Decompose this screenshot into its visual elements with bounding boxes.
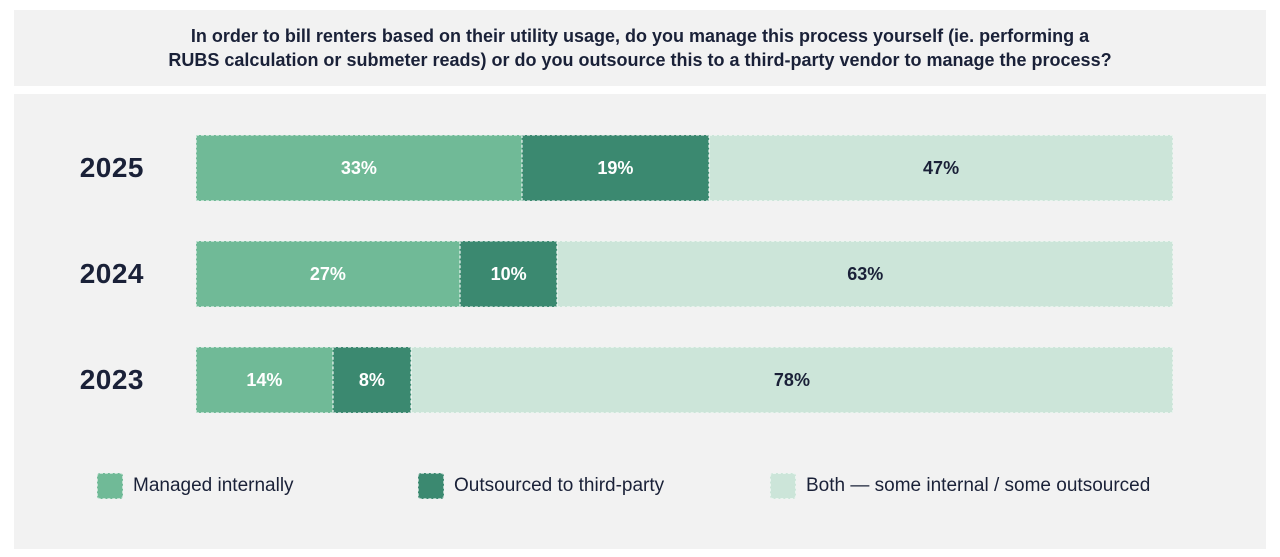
- bar-segment: 33%: [196, 135, 522, 201]
- bar-row: 2025 33% 19% 47%: [14, 135, 1173, 201]
- bar-segment: 19%: [521, 135, 710, 201]
- legend-swatch-icon: [770, 473, 796, 499]
- legend-swatch-icon: [97, 473, 123, 499]
- chart-panel: 2025 33% 19% 47% 2024 27% 10% 63% 2023 14% 8% 78% M…: [14, 94, 1266, 549]
- bar-segment: 14%: [196, 347, 333, 413]
- bar-segment: 8%: [332, 347, 411, 413]
- segment-value-label: 63%: [847, 263, 884, 284]
- legend-label: Managed internally: [133, 475, 294, 496]
- legend-item: Outsourced to third-party: [418, 473, 664, 499]
- stacked-bar: 27% 10% 63%: [196, 241, 1173, 307]
- bar-segment: 63%: [557, 241, 1173, 307]
- segment-value-label: 19%: [597, 157, 634, 178]
- stacked-bar: 33% 19% 47%: [196, 135, 1173, 201]
- legend-swatch-icon: [418, 473, 444, 499]
- bar-row: 2024 27% 10% 63%: [14, 241, 1173, 307]
- segment-value-label: 8%: [358, 369, 385, 390]
- bar-segment: 47%: [709, 135, 1173, 201]
- stacked-bar-chart: 2025 33% 19% 47% 2024 27% 10% 63% 2023 14% 8% 78%: [14, 135, 1173, 453]
- segment-value-label: 33%: [340, 157, 377, 178]
- year-label: 2023: [79, 364, 144, 395]
- segment-value-label: 10%: [490, 263, 527, 284]
- chart-title-panel: In order to bill renters based on their …: [14, 10, 1266, 86]
- legend-item: Both — some internal / some outsourced: [770, 473, 1150, 499]
- segment-value-label: 78%: [773, 369, 810, 390]
- bar-segment: 78%: [410, 347, 1173, 413]
- stacked-bar: 14% 8% 78%: [196, 347, 1173, 413]
- legend-label: Both — some internal / some outsourced: [806, 475, 1151, 496]
- bar-row: 2023 14% 8% 78%: [14, 347, 1173, 413]
- legend: Managed internally Outsourced to third-pa…: [14, 473, 1266, 503]
- segment-value-label: 47%: [923, 157, 960, 178]
- chart-title: In order to bill renters based on their …: [168, 26, 1112, 70]
- segment-value-label: 27%: [309, 263, 346, 284]
- year-label: 2025: [79, 152, 144, 183]
- year-label: 2024: [79, 258, 144, 289]
- bar-segment: 27%: [196, 241, 460, 307]
- bar-segment: 10%: [459, 241, 558, 307]
- segment-value-label: 14%: [246, 369, 283, 390]
- legend-label: Outsourced to third-party: [454, 475, 665, 496]
- legend-item: Managed internally: [97, 473, 294, 499]
